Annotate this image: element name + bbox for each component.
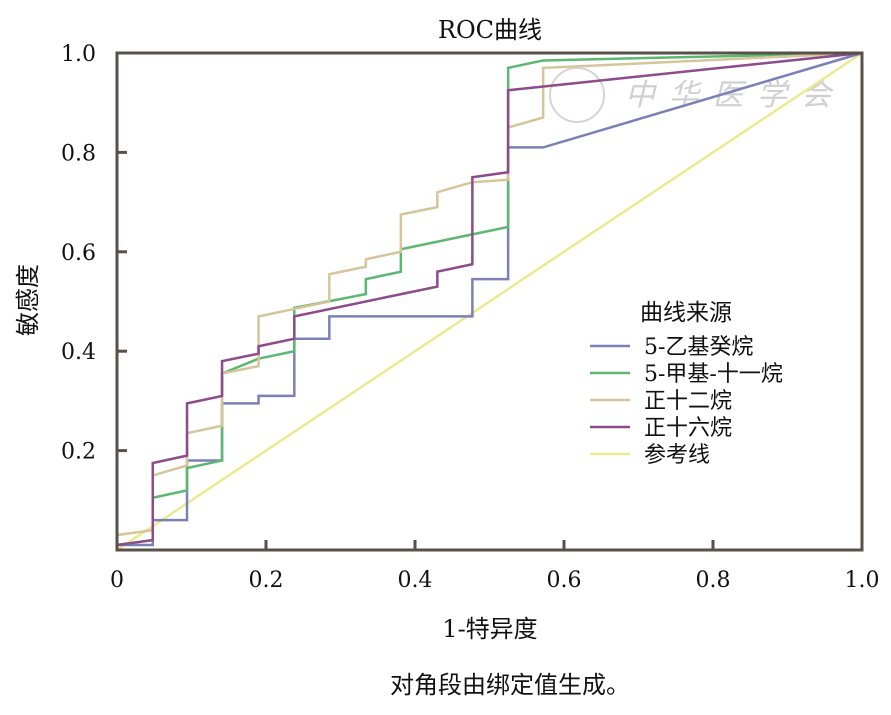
- x-axis-label: 1-特异度: [442, 615, 537, 643]
- legend-title: 曲线来源: [640, 300, 732, 326]
- footnote: 对角段由绑定值生成。: [390, 671, 630, 699]
- x-tick-label: 0.2: [249, 568, 284, 593]
- x-tick-label: 0.6: [547, 568, 582, 593]
- series-layer: [116, 51, 863, 552]
- watermark-seal-icon: [549, 67, 605, 123]
- series-line-2: [116, 51, 863, 537]
- series-line-0: [117, 51, 863, 547]
- x-tick-label: 0.4: [398, 568, 433, 593]
- series-line-3: [116, 51, 863, 547]
- legend-item-label: 正十二烷: [644, 389, 732, 414]
- series-line-4: [116, 51, 863, 552]
- legend-item-label: 5-甲基-十一烷: [644, 362, 783, 387]
- y-tick-label: 1.0: [61, 42, 96, 67]
- plot-frame: [115, 51, 864, 552]
- legend-item-label: 5-乙基癸烷: [644, 335, 753, 360]
- chart-title: ROC曲线: [438, 16, 542, 44]
- ticks-layer: 0 0.2 0.4 0.6 0.8 1.0 0.2 0.4 0.6 0.8 1.0: [61, 42, 880, 593]
- legend-item-label: 正十六烷: [644, 416, 732, 441]
- x-tick-label: 0.8: [696, 568, 731, 593]
- x-tick-label: 1.0: [845, 568, 880, 593]
- y-tick-label: 0.4: [61, 340, 96, 365]
- x-tick-label: 0: [110, 568, 124, 593]
- y-tick-label: 0.8: [61, 141, 96, 166]
- legend-item-label: 参考线: [644, 443, 710, 468]
- y-tick-label: 0.6: [61, 241, 96, 266]
- y-tick-label: 0.2: [61, 440, 96, 465]
- watermark: 中华医学会: [625, 78, 845, 113]
- y-axis-label: 敏感度: [14, 264, 42, 336]
